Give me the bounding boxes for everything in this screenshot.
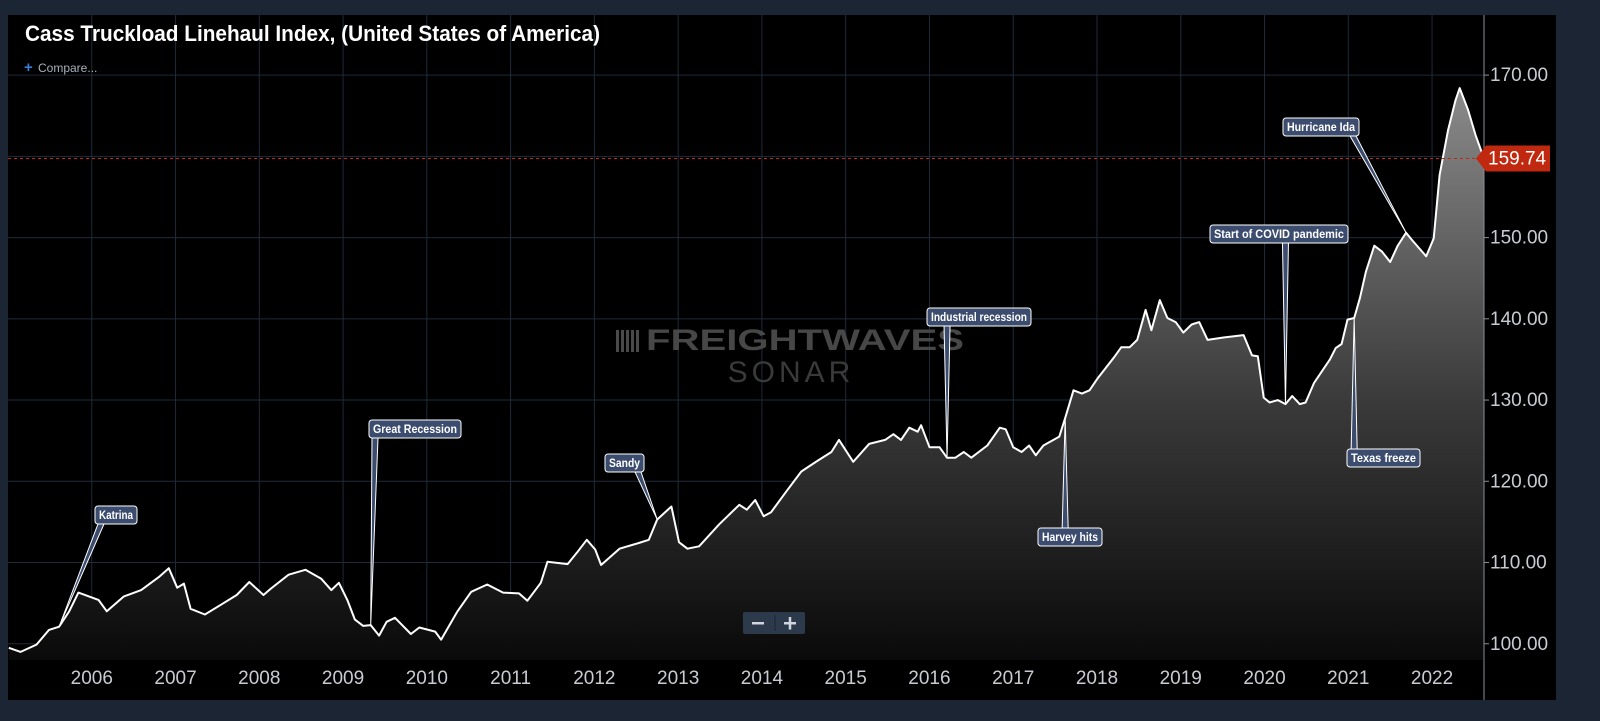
x-tick-label: 2020 <box>1243 668 1285 689</box>
watermark-product: SONAR <box>728 356 855 389</box>
y-tick-label: 110.00 <box>1490 553 1547 574</box>
annotations: Katrina Great Recession Sandy Industrial re… <box>58 117 1421 627</box>
y-tick-label: 120.00 <box>1490 471 1548 492</box>
watermark: FREIGHTWAVES SONAR <box>616 324 964 389</box>
x-tick-label: 2013 <box>657 668 699 689</box>
annotation-label: Great Recession <box>373 422 457 436</box>
annotation-label: Hurricane Ida <box>1287 120 1355 134</box>
x-tick-label: 2017 <box>992 668 1034 689</box>
annotation-box <box>368 419 462 439</box>
annotation-box <box>1037 527 1103 547</box>
y-tick-label: 100.00 <box>1490 634 1548 655</box>
annotation-box <box>1209 224 1349 244</box>
zoom-controls <box>743 612 805 634</box>
x-tick-label: 2008 <box>238 668 280 689</box>
area-fill <box>8 88 1484 661</box>
data-layer <box>8 87 1485 661</box>
zoom-in-button-bar[interactable] <box>788 617 792 630</box>
last-value-label: 159.74 <box>1488 148 1547 169</box>
x-tick-label: 2010 <box>406 668 448 689</box>
line <box>8 87 1485 653</box>
annotation-label: Texas freeze <box>1351 451 1416 465</box>
x-tick-label: 2014 <box>741 668 784 689</box>
x-tick-label: 2007 <box>154 668 196 689</box>
x-tick-label: 2011 <box>490 668 531 689</box>
annotation-box <box>94 505 138 525</box>
y-tick-label: 150.00 <box>1490 228 1548 249</box>
annotation-label: Start of COVID pandemic <box>1214 227 1344 241</box>
y-tick-label: 130.00 <box>1490 390 1548 411</box>
chart-title: Cass Truckload Linehaul Index, (United S… <box>25 21 600 46</box>
zoom-out-button[interactable] <box>752 622 764 625</box>
x-tick-label: 2016 <box>908 668 950 689</box>
x-tick-label: 2019 <box>1160 668 1202 689</box>
annotation-label: Sandy <box>609 456 640 470</box>
annotation-label: Katrina <box>99 508 133 522</box>
compare-link[interactable]: Compare... <box>38 61 97 75</box>
x-tick-label: 2022 <box>1411 668 1453 689</box>
annotation-box <box>604 453 645 473</box>
annotation-box <box>926 307 1032 327</box>
y-tick-label: 170.00 <box>1490 65 1548 86</box>
x-tick-label: 2018 <box>1076 668 1118 689</box>
watermark-icon <box>616 330 639 352</box>
watermark-brand: FREIGHTWAVES <box>646 324 964 357</box>
x-tick-label: 2009 <box>322 668 364 689</box>
annotation-label: Harvey hits <box>1042 530 1098 544</box>
last-value-tag <box>1476 145 1550 172</box>
compare-plus-icon: + <box>24 59 33 76</box>
x-tick-label: 2006 <box>71 668 113 689</box>
annotation-label: Industrial recession <box>931 310 1027 324</box>
x-tick-label: 2012 <box>573 668 615 689</box>
x-tick-label: 2015 <box>825 668 867 689</box>
x-tick-label: 2021 <box>1327 668 1369 689</box>
annotation-box <box>1346 448 1421 468</box>
y-tick-label: 140.00 <box>1490 309 1548 330</box>
annotation-box <box>1282 117 1360 137</box>
